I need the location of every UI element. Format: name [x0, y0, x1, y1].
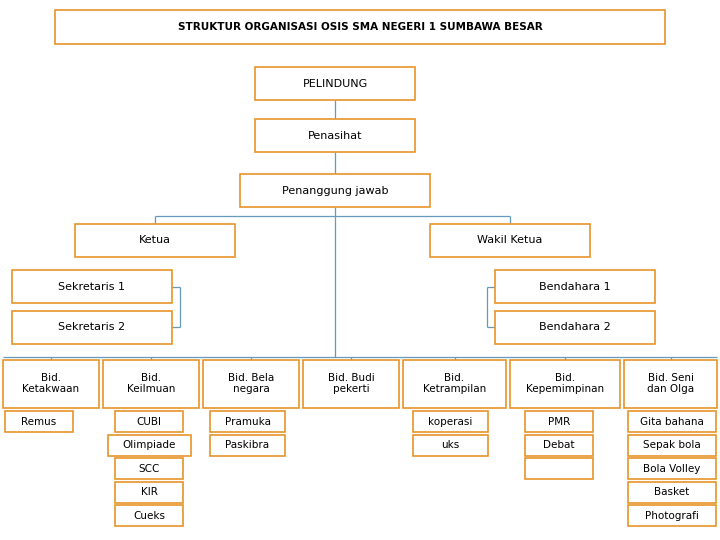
Text: Bid. Seni
dan Olga: Bid. Seni dan Olga [647, 373, 694, 394]
FancyBboxPatch shape [115, 505, 183, 526]
Text: Sekretaris 2: Sekretaris 2 [58, 322, 125, 333]
Text: Sepak bola: Sepak bola [643, 440, 701, 450]
Text: PMR: PMR [548, 416, 570, 427]
Text: Bid.
Kepemimpinan: Bid. Kepemimpinan [526, 373, 604, 394]
FancyBboxPatch shape [624, 360, 717, 408]
FancyBboxPatch shape [75, 224, 235, 257]
Text: Bid. Bela
negara: Bid. Bela negara [228, 373, 274, 394]
Text: Penanggung jawab: Penanggung jawab [282, 186, 388, 195]
Text: Bid.
Ketakwaan: Bid. Ketakwaan [22, 373, 80, 394]
FancyBboxPatch shape [240, 174, 430, 207]
Text: Remus: Remus [22, 416, 57, 427]
FancyBboxPatch shape [12, 311, 172, 344]
FancyBboxPatch shape [495, 311, 655, 344]
Text: koperasi: koperasi [428, 416, 473, 427]
FancyBboxPatch shape [628, 435, 716, 456]
FancyBboxPatch shape [628, 411, 716, 432]
Text: Photografi: Photografi [645, 511, 699, 521]
Text: Debat: Debat [544, 440, 575, 450]
Text: STRUKTUR ORGANISASI OSIS SMA NEGERI 1 SUMBAWA BESAR: STRUKTUR ORGANISASI OSIS SMA NEGERI 1 SU… [178, 22, 542, 32]
Text: Gita bahana: Gita bahana [640, 416, 704, 427]
FancyBboxPatch shape [115, 482, 183, 503]
FancyBboxPatch shape [525, 458, 593, 479]
FancyBboxPatch shape [303, 360, 399, 408]
FancyBboxPatch shape [413, 411, 488, 432]
Text: Sekretaris 1: Sekretaris 1 [58, 281, 125, 292]
Text: uks: uks [441, 440, 459, 450]
Text: PELINDUNG: PELINDUNG [302, 79, 368, 89]
Text: KIR: KIR [140, 487, 158, 497]
FancyBboxPatch shape [55, 10, 665, 44]
FancyBboxPatch shape [115, 411, 183, 432]
FancyBboxPatch shape [430, 224, 590, 257]
FancyBboxPatch shape [210, 435, 285, 456]
Text: Paskibra: Paskibra [225, 440, 269, 450]
Text: Bola Volley: Bola Volley [643, 463, 701, 474]
FancyBboxPatch shape [628, 482, 716, 503]
FancyBboxPatch shape [108, 435, 191, 456]
Text: Wakil Ketua: Wakil Ketua [477, 235, 543, 245]
FancyBboxPatch shape [12, 270, 172, 303]
FancyBboxPatch shape [5, 411, 73, 432]
FancyBboxPatch shape [525, 411, 593, 432]
FancyBboxPatch shape [255, 67, 415, 100]
FancyBboxPatch shape [403, 360, 506, 408]
Text: Basket: Basket [654, 487, 690, 497]
Text: Pramuka: Pramuka [225, 416, 271, 427]
Text: Penasihat: Penasihat [307, 131, 362, 141]
FancyBboxPatch shape [413, 435, 488, 456]
FancyBboxPatch shape [3, 360, 99, 408]
Text: Ketua: Ketua [139, 235, 171, 245]
Text: Bid.
Keilmuan: Bid. Keilmuan [127, 373, 175, 394]
Text: Bendahara 2: Bendahara 2 [539, 322, 611, 333]
FancyBboxPatch shape [628, 458, 716, 479]
FancyBboxPatch shape [115, 458, 183, 479]
Text: CUBI: CUBI [137, 416, 161, 427]
FancyBboxPatch shape [628, 505, 716, 526]
Text: Bid.
Ketrampilan: Bid. Ketrampilan [423, 373, 486, 394]
FancyBboxPatch shape [495, 270, 655, 303]
FancyBboxPatch shape [525, 435, 593, 456]
Text: Bendahara 1: Bendahara 1 [539, 281, 611, 292]
FancyBboxPatch shape [255, 119, 415, 152]
Text: Olimpiade: Olimpiade [123, 440, 176, 450]
Text: Cueks: Cueks [133, 511, 165, 521]
FancyBboxPatch shape [510, 360, 620, 408]
Text: SCC: SCC [138, 463, 160, 474]
FancyBboxPatch shape [210, 411, 285, 432]
Text: Bid. Budi
pekerti: Bid. Budi pekerti [328, 373, 374, 394]
FancyBboxPatch shape [203, 360, 299, 408]
FancyBboxPatch shape [103, 360, 199, 408]
